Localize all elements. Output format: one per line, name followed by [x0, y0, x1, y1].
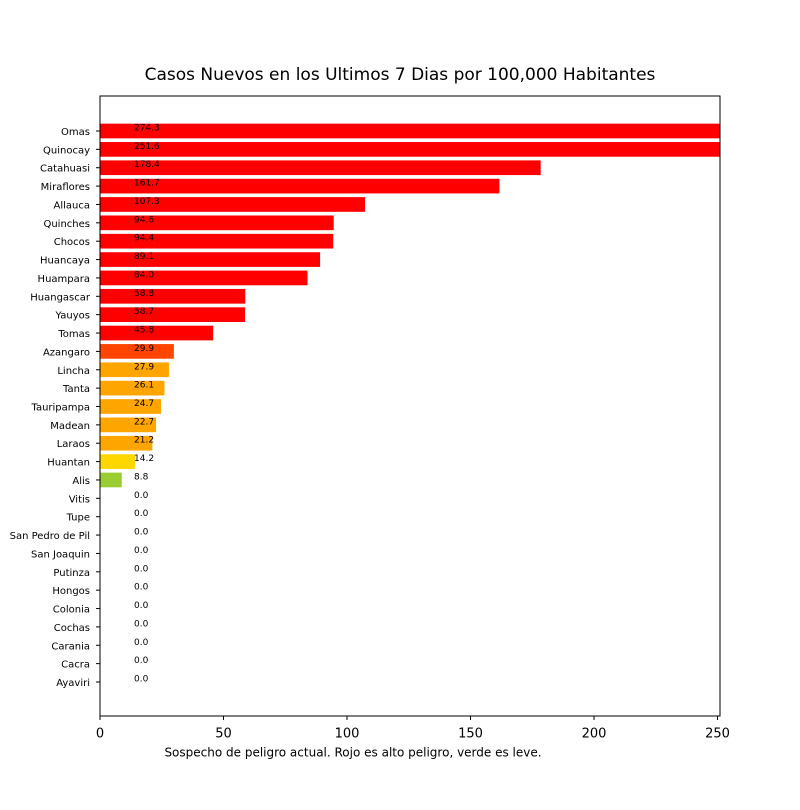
- bar: [100, 288, 246, 304]
- y-tick-label: Miraflores: [41, 182, 90, 193]
- y-tick-label: Lincha: [57, 366, 90, 377]
- value-label: 0.0: [134, 583, 149, 593]
- value-label: 0.0: [134, 638, 149, 648]
- value-label: 24.7: [134, 399, 154, 409]
- plot-frame: [99, 95, 721, 717]
- y-tick-label: Tauripampa: [30, 403, 90, 414]
- value-label: 26.1: [134, 381, 154, 391]
- bar: [100, 233, 334, 249]
- value-label: 27.9: [134, 362, 154, 372]
- value-label: 8.8: [134, 472, 149, 482]
- bar: [100, 325, 214, 341]
- y-tick-label: Cochas: [54, 623, 90, 634]
- x-tick-label: 200: [582, 727, 607, 742]
- value-label: 161.7: [134, 179, 160, 189]
- value-label: 21.2: [134, 436, 154, 446]
- bars: [100, 123, 720, 488]
- x-tick-label: 0: [96, 727, 104, 742]
- y-tick-label: Ayaviri: [56, 678, 90, 689]
- y-tick-label: Quinches: [43, 219, 90, 230]
- bar: [100, 454, 136, 469]
- y-tick-label: Carania: [51, 641, 90, 652]
- x-tick-label: 50: [215, 727, 232, 742]
- bar: [100, 435, 153, 451]
- y-tick-label: Vitis: [69, 494, 90, 505]
- bar: [100, 380, 165, 396]
- value-label: 0.0: [134, 601, 149, 611]
- value-label: 0.0: [134, 491, 149, 501]
- y-tick-label: Huampara: [38, 274, 90, 285]
- y-tick-label: Laraos: [57, 439, 90, 450]
- value-label: 0.0: [134, 564, 149, 574]
- bar: [100, 197, 366, 212]
- x-axis-label: Sospecho de peligro actual. Rojo es alto…: [164, 746, 541, 760]
- value-label: 0.0: [134, 619, 149, 629]
- y-tick-label: Putinza: [53, 568, 90, 579]
- value-label: 14.2: [134, 454, 154, 464]
- value-label: 274.3: [134, 124, 160, 134]
- y-tick-label: Azangaro: [43, 347, 90, 358]
- value-label: 29.9: [134, 344, 154, 354]
- x-tick-label: 250: [705, 727, 730, 742]
- value-label: 89.1: [134, 252, 154, 262]
- bar: [100, 307, 245, 323]
- value-label: 251.6: [134, 142, 160, 152]
- y-tick-label: Tanta: [62, 384, 90, 395]
- y-tick-label: Tupe: [66, 513, 90, 524]
- value-label: 0.0: [134, 528, 149, 538]
- value-label: 107.3: [134, 197, 160, 207]
- value-label: 94.4: [134, 234, 154, 244]
- y-tick-label: Tomas: [57, 329, 90, 340]
- y-tick-label: Cacra: [61, 660, 90, 671]
- bar: [100, 252, 321, 267]
- bar: [100, 417, 157, 433]
- y-tick-label: Yauyos: [55, 311, 90, 322]
- y-tick-label: Huancaya: [40, 256, 90, 267]
- y-tick-label: Quinocay: [43, 145, 90, 156]
- y-tick-label: Catahuasi: [40, 164, 90, 175]
- value-label: 58.7: [134, 307, 154, 317]
- value-label: 22.7: [134, 417, 154, 427]
- value-label: 45.8: [134, 326, 154, 336]
- bar: [100, 123, 720, 139]
- value-label: 178.4: [134, 160, 160, 170]
- value-label: 0.0: [134, 656, 149, 666]
- value-label: 0.0: [134, 509, 149, 519]
- x-tick-label: 100: [335, 727, 360, 742]
- value-label: 0.0: [134, 675, 149, 685]
- bar: [100, 270, 308, 286]
- y-tick-label: Alis: [72, 476, 90, 487]
- y-tick-label: Chocos: [54, 237, 90, 248]
- bar: [100, 142, 720, 157]
- bar: [100, 472, 122, 488]
- value-label: 94.6: [134, 215, 154, 225]
- y-tick-label: Omas: [61, 127, 90, 138]
- y-tick-label: Colonia: [53, 605, 90, 616]
- y-tick-label: Madean: [50, 421, 90, 432]
- bar: [100, 178, 500, 194]
- y-tick-label: Huangascar: [30, 292, 91, 303]
- bar: [100, 399, 162, 414]
- value-label: 84.0: [134, 270, 154, 280]
- y-tick-label: Hongos: [52, 586, 90, 597]
- chart-title: Casos Nuevos en los Ultimos 7 Dias por 1…: [145, 65, 656, 85]
- y-tick-label: San Pedro de Pil: [10, 531, 90, 542]
- x-tick-label: 150: [458, 727, 483, 742]
- y-tick-label: Allauca: [54, 200, 91, 211]
- y-tick-label: Huantan: [47, 458, 90, 469]
- bar: [100, 215, 334, 231]
- bar: [100, 344, 174, 359]
- value-label: 58.8: [134, 289, 154, 299]
- bar: [100, 160, 541, 176]
- y-tick-label: San Joaquin: [31, 549, 90, 560]
- value-label: 0.0: [134, 546, 149, 556]
- bar: [100, 362, 169, 378]
